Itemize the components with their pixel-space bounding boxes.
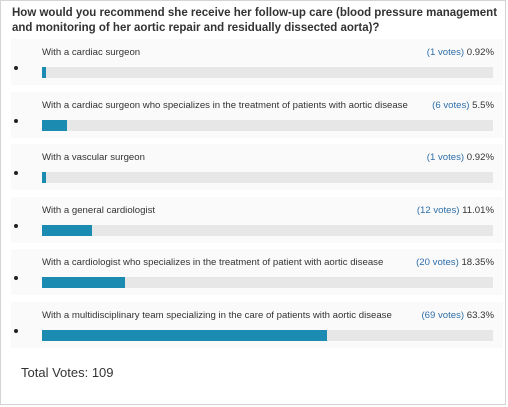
option-votes-link[interactable]: (12 votes) [416, 204, 460, 216]
option-label: With a multidisciplinary team specializi… [42, 309, 392, 321]
option-percent: 0.92% [466, 47, 494, 58]
option-bar-fill [42, 67, 47, 78]
option-bar-fill [42, 277, 125, 288]
bullet-icon [14, 118, 18, 123]
bullet-icon [14, 223, 18, 228]
poll-option: With a cardiac surgeon (1 votes) 0.92% [1, 39, 507, 92]
option-bar-fill [42, 119, 67, 131]
option-stat: (20 votes) 18.35% [416, 257, 494, 268]
option-label: With a cardiac surgeon who specializes i… [42, 99, 408, 111]
poll-option: With a multidisciplinary team specializi… [1, 301, 507, 355]
bullet-icon [14, 171, 18, 175]
option-label: With a general cardiologist [42, 204, 156, 216]
bullet-icon [14, 276, 18, 280]
option-stat: (6 votes) 5.5% [432, 100, 494, 111]
option-stat: (12 votes) 11.01% [417, 205, 494, 216]
option-percent: 0.92% [466, 152, 494, 163]
poll-question: How would you recommend she receive her … [12, 7, 498, 34]
option-bar-fill [42, 224, 92, 236]
option-label: With a vascular surgeon [42, 152, 145, 163]
option-label: With a cardiac surgeon [42, 47, 141, 58]
option-bar-track [42, 277, 493, 288]
option-stat: (1 votes) 0.92% [427, 152, 494, 163]
option-label: With a cardiologist who specializes in t… [42, 257, 384, 268]
option-percent: 63.3% [466, 309, 494, 321]
option-percent: 18.35% [461, 257, 494, 268]
option-bar-fill [42, 329, 328, 341]
option-votes-link[interactable]: (6 votes) [432, 99, 470, 111]
option-votes-link[interactable]: (1 votes) [426, 47, 465, 58]
option-bar-track [42, 172, 493, 183]
poll-option: With a vascular surgeon (1 votes) 0.92% [1, 144, 507, 197]
option-percent: 5.5% [472, 99, 494, 111]
option-votes-link[interactable]: (69 votes) [421, 309, 465, 321]
option-percent: 11.01% [462, 204, 494, 216]
poll-option: With a cardiologist who specializes in t… [1, 249, 507, 302]
bullet-icon [14, 328, 18, 333]
option-votes-link[interactable]: (20 votes) [416, 257, 459, 268]
bullet-icon [14, 66, 18, 70]
poll-option: With a cardiac surgeon who specializes i… [1, 91, 507, 145]
option-bar-track [42, 119, 493, 131]
option-stat: (1 votes) 0.92% [427, 47, 494, 58]
option-bar-track [42, 224, 493, 236]
option-votes-link[interactable]: (1 votes) [426, 152, 465, 163]
total-votes: Total Votes: 109 [21, 365, 114, 380]
poll-options: With a cardiac surgeon (1 votes) 0.92% W… [1, 39, 507, 354]
option-stat: (69 votes) 63.3% [421, 310, 494, 321]
poll-option: With a general cardiologist (12 votes) 1… [1, 196, 507, 250]
option-bar-track [42, 329, 493, 341]
option-bar-fill [42, 172, 47, 183]
option-bar-track [42, 67, 493, 78]
